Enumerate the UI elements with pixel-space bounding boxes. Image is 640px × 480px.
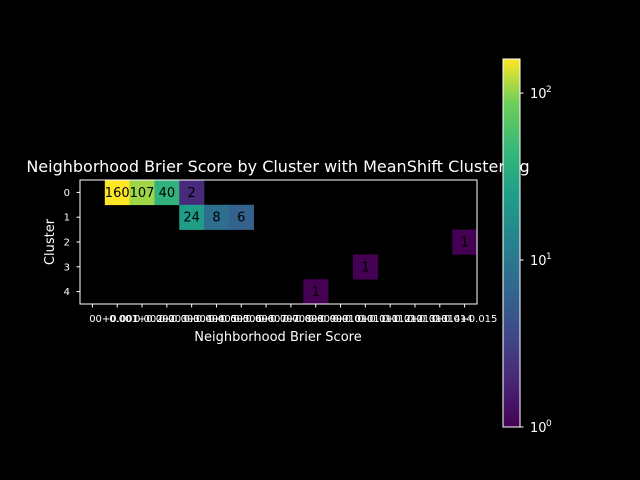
cell-value-label: 6 [237,211,245,226]
cell-value-label: 1 [361,260,369,275]
x-axis-label: Neighborhood Brier Score [194,330,361,345]
x-tick-label: 0.009+0.010 [308,314,374,325]
heatmap-cell [303,279,329,305]
chart-title: Neighborhood Brier Score by Cluster with… [26,157,529,176]
x-tick-label: 0 [89,314,95,325]
cell-value-label: 8 [212,211,220,226]
x-tick-label: 0.010+0.011 [333,314,399,325]
cell-value-label: 160 [105,186,130,201]
x-tick-label: 0.007+0.008 [258,314,324,325]
colorbar-tick-label: 10 [530,87,547,102]
heatmap-cell [452,229,478,255]
x-tick-label: 0.013+0.014 [407,314,473,325]
x-tick-label: 0+0.001 [96,314,139,325]
x-tick-label: 0.014+0.015 [432,314,498,325]
y-axis-ticks: 0 1 2 3 4 [64,188,80,298]
y-tick-label: 2 [64,238,70,249]
colorbar-tick-exponent: 2 [546,85,552,95]
x-tick-label: 0.005+0.006 [208,314,274,325]
heatmap-cell [228,204,254,230]
heatmap-cell [179,204,205,230]
x-tick-label: 0.008+0.009 [283,314,349,325]
cell-value-label: 40 [159,186,176,201]
colorbar-tick-label: 10 [530,421,547,436]
colorbar [502,58,521,428]
x-tick-label: 0.002+0.003 [134,314,200,325]
x-tick-label: 0.004+0.005 [184,314,250,325]
x-tick-label: 0.001+0.002 [109,314,175,325]
colorbar-tick-exponent: 1 [546,252,552,262]
cell-value-label: 2 [188,186,196,201]
heatmap-cell [154,180,180,206]
y-tick-label: 1 [64,213,70,224]
y-tick-label: 0 [64,188,70,199]
heatmap-cell [204,204,230,230]
colorbar-tick-label: 10 [530,254,547,269]
x-tick-label: 0.006+0.007 [233,314,299,325]
colorbar-tick-exponent: 0 [546,419,552,429]
cell-value-label: 1 [312,285,320,300]
heatmap-cell [129,180,155,206]
x-axis-ticks: 0 0+0.0010.001+0.0020.002+0.0030.003+0.00… [89,304,497,325]
heatmap-cell [104,180,130,206]
x-tick-label: 0.003+0.004 [159,314,225,325]
heatmap-cell-labels: 160 107 40 2 24 8 6 1 1 1 [105,186,469,300]
heatmap-cell [352,254,379,280]
cell-value-label: 24 [183,211,200,226]
y-tick-label: 4 [64,287,70,298]
y-axis-label: Cluster [43,218,58,265]
y-tick-label: 3 [64,262,70,273]
x-tick-label: 0.012+0.013 [382,314,448,325]
x-tick-label: 0.011+0.012 [357,314,423,325]
cell-value-label: 1 [460,236,468,251]
heatmap-cells [104,180,478,305]
heatmap-cell [179,180,205,206]
cell-value-label: 107 [130,186,155,201]
